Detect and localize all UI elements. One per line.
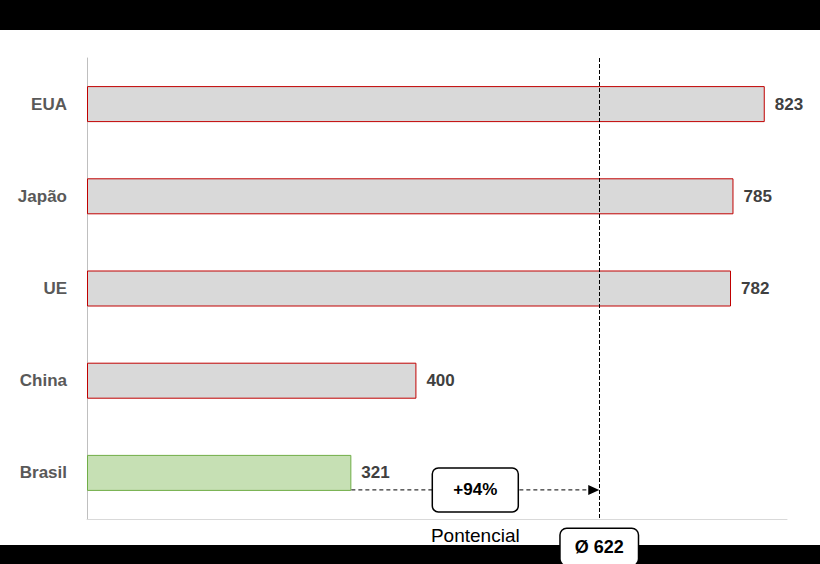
svg-text:EUA: EUA — [31, 95, 67, 114]
svg-text:400: 400 — [426, 371, 454, 390]
svg-text:823: 823 — [775, 95, 803, 114]
svg-text:Japão: Japão — [18, 187, 67, 206]
svg-text:Pontencial: Pontencial — [431, 525, 520, 546]
svg-text:UE: UE — [43, 279, 67, 298]
svg-text:Brasil: Brasil — [20, 463, 67, 482]
svg-text:321: 321 — [361, 463, 389, 482]
svg-text:785: 785 — [743, 187, 771, 206]
svg-text:+94%: +94% — [453, 480, 497, 499]
svg-text:China: China — [20, 371, 68, 390]
svg-text:Ø 622: Ø 622 — [575, 537, 624, 557]
svg-text:782: 782 — [741, 279, 769, 298]
